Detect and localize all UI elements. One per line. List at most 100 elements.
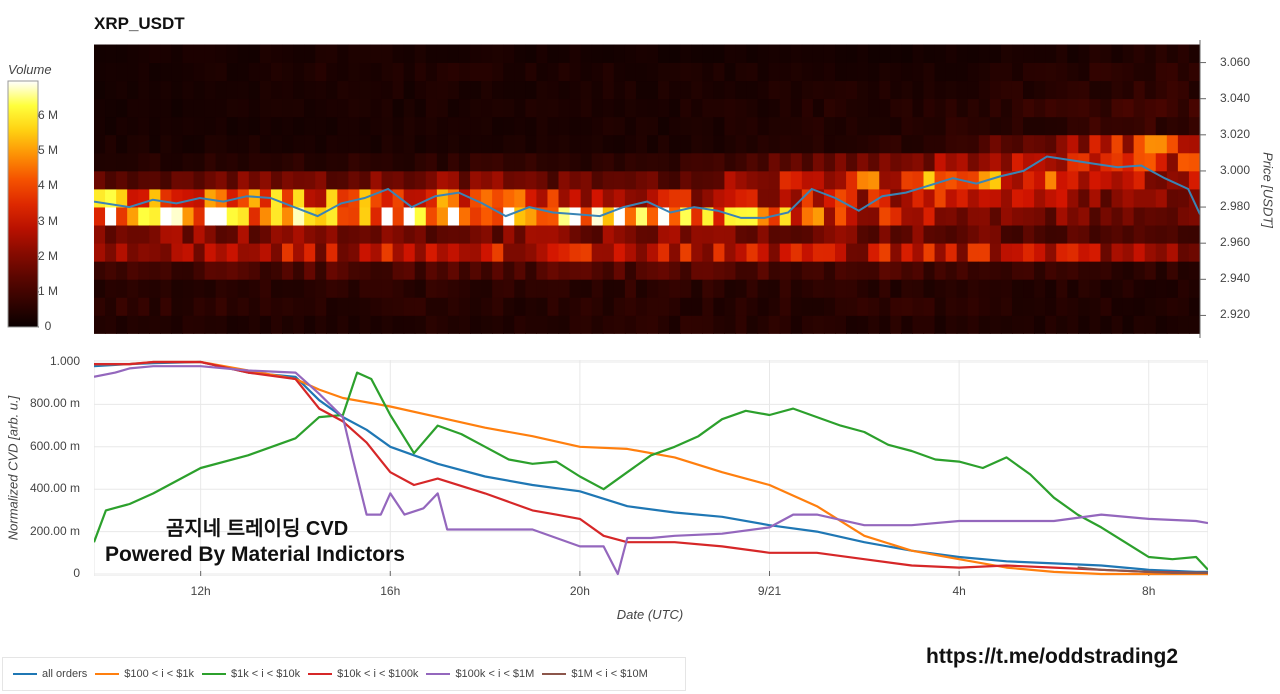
- heatmap-cell: [160, 297, 173, 316]
- heatmap-cell: [160, 315, 173, 334]
- heatmap-cell: [492, 261, 504, 280]
- heatmap-cell: [326, 315, 338, 334]
- heatmap-cell: [348, 243, 361, 262]
- heatmap-plot[interactable]: [94, 40, 1200, 338]
- cvd-series-b100k-1m[interactable]: [94, 365, 1208, 576]
- heatmap-cell: [801, 152, 814, 172]
- heatmap-cell: [569, 98, 582, 118]
- heatmap-cell: [835, 116, 847, 136]
- legend-item[interactable]: $100 < i < $1k: [95, 668, 194, 680]
- heatmap-cell: [370, 134, 383, 154]
- heatmap-cell: [890, 116, 902, 136]
- cvd-series-b10k-100k[interactable]: [94, 360, 1208, 574]
- heatmap-cell: [514, 243, 526, 262]
- heatmap-cell: [713, 297, 726, 316]
- heatmap-cell: [602, 279, 615, 298]
- cvd-line-chart[interactable]: [94, 360, 1208, 576]
- heatmap-cell: [1045, 279, 1057, 298]
- heatmap-cell: [658, 207, 670, 226]
- heatmap-cell: [315, 62, 327, 82]
- heatmap-cell: [337, 189, 349, 208]
- heatmap-cell: [558, 315, 571, 334]
- heatmap-cell: [823, 134, 836, 154]
- heatmap-cell: [691, 134, 703, 154]
- heatmap-cell: [901, 261, 914, 280]
- heatmap-cell: [857, 261, 869, 280]
- heatmap-cell: [602, 152, 615, 172]
- heatmap-cell: [613, 297, 626, 316]
- heatmap-cell: [425, 315, 438, 334]
- heatmap-cell: [127, 152, 139, 172]
- price-line[interactable]: [94, 155, 1200, 219]
- colorbar-tick-label: 5 M: [37, 143, 59, 158]
- heatmap-cell: [647, 207, 659, 226]
- heatmap-cell: [1144, 116, 1157, 136]
- heatmap-cell: [392, 297, 405, 316]
- heatmap-cell: [204, 243, 217, 262]
- heatmap-cell: [425, 152, 438, 172]
- heatmap-cell: [823, 80, 836, 100]
- heatmap-cell: [956, 116, 969, 136]
- legend-item[interactable]: $1M < i < $10M: [542, 668, 648, 680]
- heatmap-cell: [94, 80, 106, 100]
- heatmap-cell: [370, 152, 383, 172]
- heatmap-cell: [536, 44, 549, 63]
- heatmap-cell: [835, 134, 847, 154]
- legend-item[interactable]: $1k < i < $10k: [201, 668, 300, 680]
- heatmap-cell: [359, 297, 372, 316]
- heatmap-cell: [1177, 189, 1190, 208]
- heatmap-cell: [1045, 170, 1057, 190]
- heatmap-cell: [1144, 297, 1157, 316]
- heatmap-cell: [591, 98, 604, 118]
- heatmap-cell: [359, 116, 372, 136]
- heatmap-cell: [735, 261, 748, 280]
- heatmap-cell: [658, 152, 670, 172]
- heatmap-cell: [248, 170, 261, 190]
- heatmap-cell: [293, 225, 305, 244]
- cvd-series-b1m-10m[interactable]: [1077, 566, 1208, 574]
- heatmap-cell: [558, 297, 571, 316]
- cvd-series-b1k-10k[interactable]: [94, 371, 1208, 571]
- heatmap-cell: [890, 297, 902, 316]
- heatmap-cell: [912, 207, 925, 226]
- heatmap-cell: [613, 225, 626, 244]
- heatmap-cell: [248, 62, 261, 82]
- heatmap-cell: [1067, 44, 1079, 63]
- heatmap-cell: [370, 80, 383, 100]
- heatmap-cell: [293, 62, 305, 82]
- heatmap-cell: [359, 225, 372, 244]
- legend-swatch: [13, 673, 37, 675]
- heatmap-cell: [503, 116, 515, 136]
- heatmap-cell: [171, 297, 184, 316]
- heatmap-cell: [458, 279, 471, 298]
- heatmap-cell: [647, 62, 659, 82]
- heatmap-cell: [713, 243, 726, 262]
- heatmap-cell: [105, 116, 117, 136]
- heatmap-cell: [635, 225, 648, 244]
- heatmap-cell: [514, 98, 526, 118]
- heatmap-cell: [182, 261, 195, 280]
- heatmap-cell: [1089, 80, 1102, 100]
- heatmap-cell: [890, 243, 902, 262]
- telegram-link[interactable]: https://t.me/oddstrading2: [926, 645, 1178, 668]
- heatmap-cell: [270, 189, 283, 208]
- heatmap-cell: [458, 261, 471, 280]
- heatmap-cell: [492, 315, 504, 334]
- heatmap-cell: [735, 98, 748, 118]
- legend-item[interactable]: $10k < i < $100k: [308, 668, 418, 680]
- heatmap-cell: [547, 62, 560, 82]
- heatmap-cell: [1011, 170, 1024, 190]
- heatmap-cell: [1111, 279, 1124, 298]
- cvd-series-b100-1k[interactable]: [94, 360, 1208, 576]
- legend-item[interactable]: $100k < i < $1M: [426, 668, 534, 680]
- heatmap-cell: [901, 189, 914, 208]
- heatmap-cell: [381, 279, 394, 298]
- heatmap-cell: [1188, 207, 1200, 226]
- legend-item[interactable]: all orders: [13, 668, 87, 680]
- heatmap-cell: [691, 62, 703, 82]
- heatmap-cell: [381, 98, 394, 118]
- heatmap-cell: [182, 225, 195, 244]
- heatmap-cell: [901, 297, 914, 316]
- heatmap-cell: [359, 152, 372, 172]
- heatmap-cell: [624, 297, 637, 316]
